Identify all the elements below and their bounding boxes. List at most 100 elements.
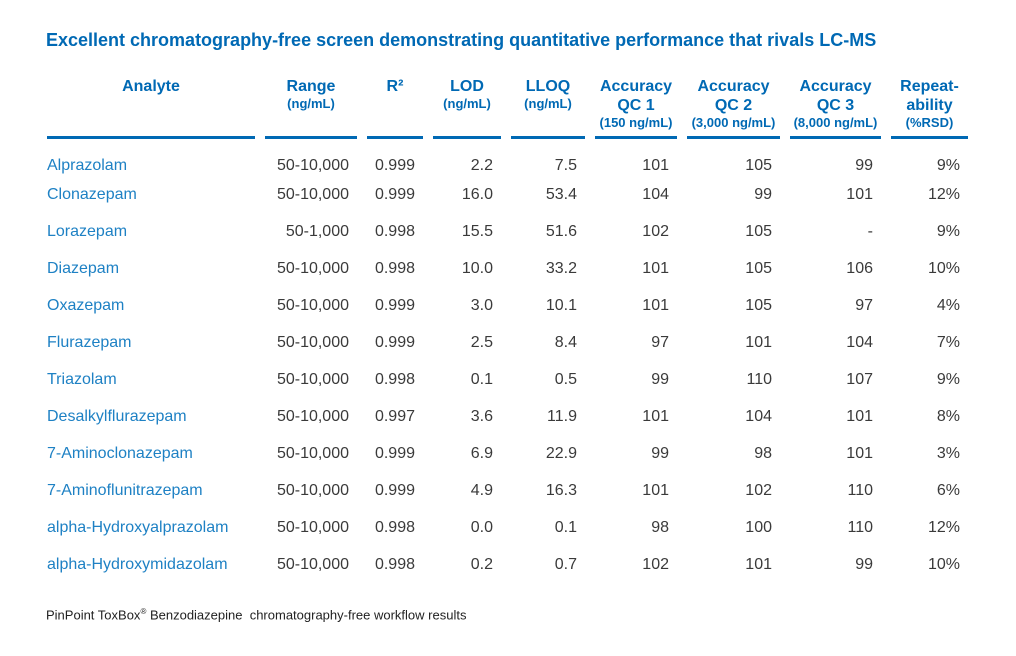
value-cell-qc1: 102 [642, 555, 669, 573]
value-cell-qc2: 110 [746, 370, 772, 388]
value-cell-qc3: 101 [846, 444, 873, 462]
value-cell-r2: 0.999 [374, 333, 415, 351]
value-cell-lloq: 16.3 [545, 481, 577, 499]
value-cell-qc1: 99 [651, 370, 669, 388]
value-cell-r2: 0.999 [374, 444, 415, 462]
value-cell-r2: 0.998 [374, 555, 415, 573]
value-cell-qc2: 102 [745, 481, 772, 499]
analyte-cell: alpha-Hydroxyalprazolam [47, 518, 229, 536]
column-header-range: Range (ng/mL) [265, 77, 357, 139]
value-cell-r2: 0.999 [374, 296, 415, 314]
value-cell-qc1: 101 [642, 156, 669, 174]
column-label: Range [286, 78, 336, 95]
value-cell-qc3: 99 [855, 555, 873, 573]
value-cell-lloq: 0.7 [554, 555, 577, 573]
value-cell-qc3: 110 [847, 481, 873, 499]
value-cell-qc3: 101 [846, 407, 873, 425]
value-cell-qc1: 101 [642, 259, 669, 277]
column-header-qc3: Accuracy QC 3 (8,000 ng/mL) [790, 77, 881, 139]
table-row: Triazolam 50-10,000 0.998 0.1 0.5 99 110 107 9% [47, 361, 968, 398]
value-cell-qc2: 105 [745, 259, 772, 277]
value-cell-range: 50-10,000 [276, 555, 349, 573]
value-cell-r2: 0.999 [374, 481, 415, 499]
value-cell-qc1: 101 [642, 407, 669, 425]
analyte-cell: Diazepam [47, 259, 120, 277]
value-cell-lloq: 0.5 [554, 370, 577, 388]
value-cell-lod: 16.0 [461, 185, 493, 203]
value-cell-r2: 0.999 [374, 185, 415, 203]
value-cell-lod: 2.2 [470, 156, 493, 174]
value-cell-r2: 0.998 [374, 222, 415, 240]
column-label: Analyte [122, 78, 180, 95]
table-row: Alprazolam 50-10,000 0.999 2.2 7.5 101 105 99 9% [47, 139, 968, 176]
results-table: Analyte Range (ng/mL) R² LOD (ng/mL) LLOQ (ng/m… [37, 77, 978, 583]
value-cell-qc3: 99 [855, 156, 873, 174]
value-cell-repeatability: 7% [936, 333, 960, 351]
table-body: Alprazolam 50-10,000 0.999 2.2 7.5 101 105 99 9%… [47, 139, 968, 583]
table-row: Lorazepam 50-1,000 0.998 15.5 51.6 102 105 - 9% [47, 213, 968, 250]
column-sublabel: (ng/mL) [287, 96, 335, 111]
column-sublabel: (8,000 ng/mL) [793, 115, 878, 130]
table-row: Oxazepam 50-10,000 0.999 3.0 10.1 101 105 97 4% [47, 287, 968, 324]
analyte-cell: Desalkylflurazepam [47, 407, 187, 425]
table-row: 7-Aminoclonazepam 50-10,000 0.999 6.9 22.9 99… [47, 435, 968, 472]
analyte-cell: Flurazepam [47, 333, 132, 351]
value-cell-range: 50-1,000 [285, 222, 349, 240]
value-cell-lod: 15.5 [461, 222, 493, 240]
analyte-cell: 7-Aminoclonazepam [47, 444, 193, 462]
value-cell-qc1: 98 [651, 518, 669, 536]
table-row: alpha-Hydroxymidazolam 50-10,000 0.998 0.2 0… [47, 546, 968, 583]
column-header-lod: LOD (ng/mL) [433, 77, 501, 139]
analyte-cell: Triazolam [47, 370, 117, 388]
value-cell-lod: 0.0 [470, 518, 493, 536]
value-cell-repeatability: 9% [936, 370, 960, 388]
table-caption: PinPoint ToxBox® Benzodiazepine chromato… [46, 607, 1016, 622]
value-cell-qc3: 106 [846, 259, 873, 277]
analyte-cell: Clonazepam [47, 185, 137, 203]
value-cell-range: 50-10,000 [276, 185, 349, 203]
table-row: Diazepam 50-10,000 0.998 10.0 33.2 101 105 106 1… [47, 250, 968, 287]
table-row: Flurazepam 50-10,000 0.999 2.5 8.4 97 101 104 7% [47, 324, 968, 361]
value-cell-qc3: 110 [847, 518, 873, 536]
column-sublabel: (3,000 ng/mL) [691, 115, 776, 130]
column-sublabel: (150 ng/mL) [599, 115, 673, 130]
value-cell-lloq: 53.4 [545, 185, 577, 203]
value-cell-qc2: 100 [745, 518, 772, 536]
analyte-cell: Alprazolam [47, 156, 128, 174]
value-cell-qc1: 102 [642, 222, 669, 240]
value-cell-range: 50-10,000 [276, 481, 349, 499]
value-cell-range: 50-10,000 [276, 407, 349, 425]
column-header-qc1: Accuracy QC 1 (150 ng/mL) [595, 77, 677, 139]
value-cell-range: 50-10,000 [276, 156, 349, 174]
value-cell-lloq: 7.5 [554, 156, 577, 174]
value-cell-range: 50-10,000 [276, 296, 349, 314]
value-cell-repeatability: 10% [927, 259, 960, 277]
value-cell-lod: 10.0 [461, 259, 493, 277]
value-cell-qc2: 105 [745, 156, 772, 174]
value-cell-r2: 0.997 [374, 407, 415, 425]
value-cell-repeatability: 4% [936, 296, 960, 314]
value-cell-qc1: 101 [642, 481, 669, 499]
value-cell-repeatability: 3% [936, 444, 960, 462]
value-cell-range: 50-10,000 [276, 518, 349, 536]
column-header-r2: R² [367, 77, 423, 139]
value-cell-lod: 0.1 [470, 370, 493, 388]
table-header-row: Analyte Range (ng/mL) R² LOD (ng/mL) LLOQ (ng/m… [47, 77, 968, 139]
value-cell-range: 50-10,000 [276, 370, 349, 388]
value-cell-lod: 3.0 [470, 296, 493, 314]
analyte-cell: Oxazepam [47, 296, 125, 314]
value-cell-qc2: 105 [745, 222, 772, 240]
value-cell-range: 50-10,000 [276, 444, 349, 462]
value-cell-repeatability: 9% [936, 222, 960, 240]
analyte-cell: alpha-Hydroxymidazolam [47, 555, 228, 573]
table-row: 7-Aminoflunitrazepam 50-10,000 0.999 4.9 16.… [47, 472, 968, 509]
value-cell-repeatability: 9% [936, 156, 960, 174]
value-cell-lloq: 51.6 [545, 222, 577, 240]
column-label: R² [386, 78, 404, 95]
value-cell-lod: 2.5 [470, 333, 493, 351]
column-sublabel: (%RSD) [905, 115, 954, 130]
registered-trademark-symbol: ® [140, 607, 147, 616]
value-cell-qc2: 104 [745, 407, 772, 425]
value-cell-qc1: 104 [642, 185, 669, 203]
value-cell-lod: 0.2 [470, 555, 493, 573]
